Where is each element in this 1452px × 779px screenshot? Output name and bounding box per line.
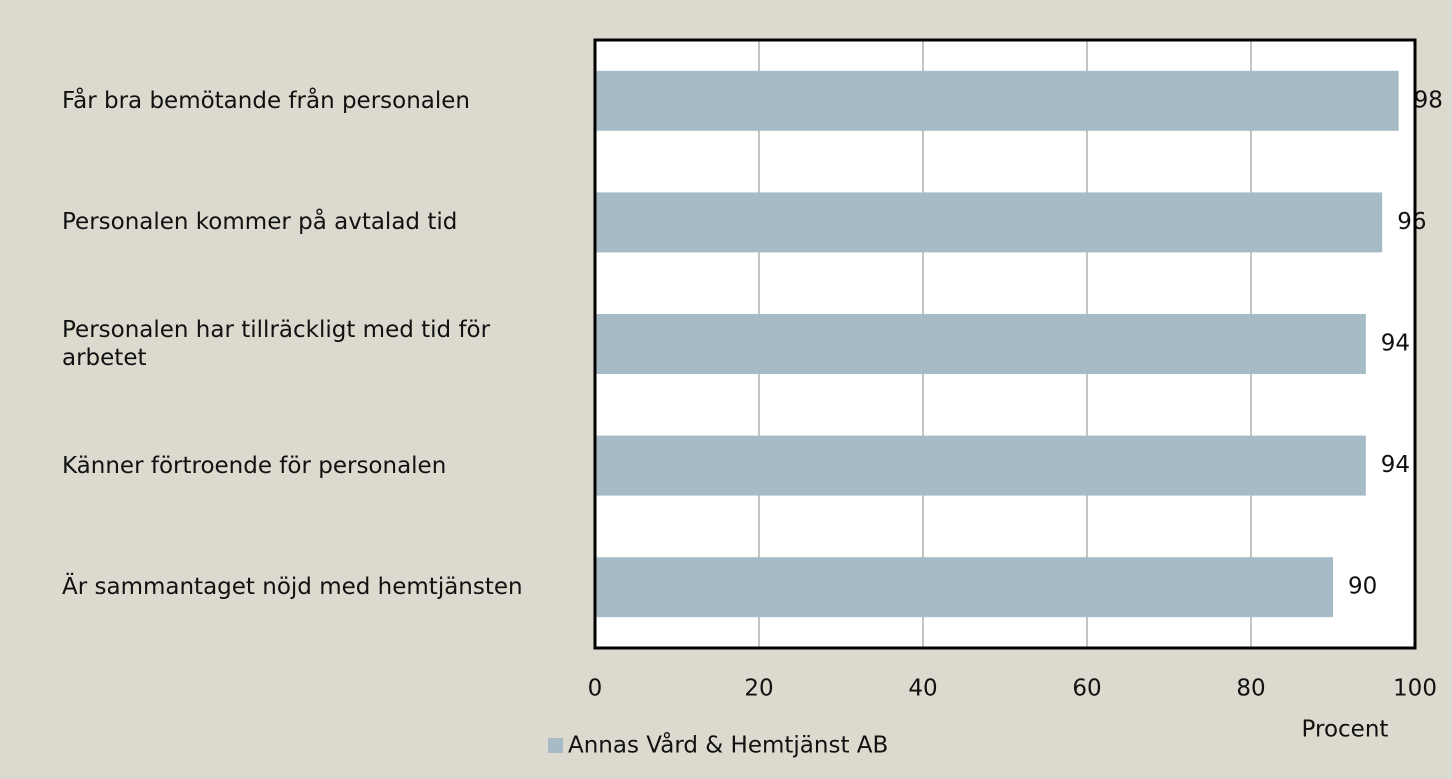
bar — [595, 435, 1366, 496]
category-label: Personalen har tillräckligt med tid för … — [62, 317, 491, 371]
data-label: 96 — [1397, 209, 1426, 235]
plot-border — [593, 38, 1417, 650]
x-tick-label: 20 — [744, 676, 773, 702]
category-label: Känner förtroende för personalen — [62, 452, 447, 479]
x-tick-label: 100 — [1393, 676, 1437, 702]
data-label: 94 — [1381, 331, 1410, 357]
x-tick-label: 80 — [1236, 676, 1265, 702]
category-label: Är sammantaget nöjd med hemtjänsten — [62, 574, 523, 601]
x-tick-label: 0 — [588, 676, 603, 702]
x-tick-label: 60 — [1072, 676, 1101, 702]
category-label: Får bra bemötande från personalen — [62, 87, 471, 114]
legend-swatch — [548, 738, 563, 753]
legend-label: Annas Vård & Hemtjänst AB — [568, 731, 888, 759]
data-label: 94 — [1381, 452, 1410, 478]
x-axis-label: Procent — [1302, 717, 1389, 743]
bar — [595, 557, 1333, 618]
data-label: 98 — [1414, 87, 1443, 113]
bar — [595, 192, 1383, 253]
bar — [595, 70, 1399, 131]
bar — [595, 314, 1366, 374]
category-label: Personalen kommer på avtalad tid — [62, 209, 458, 236]
data-label: 90 — [1348, 574, 1377, 600]
x-tick-label: 40 — [908, 676, 937, 702]
